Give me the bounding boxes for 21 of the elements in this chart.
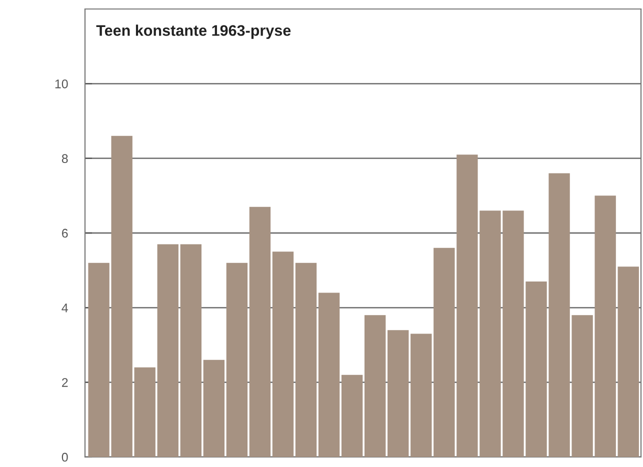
bar bbox=[272, 252, 294, 457]
bar bbox=[341, 374, 363, 457]
y-tick-label: 8 bbox=[62, 154, 68, 163]
bar bbox=[203, 360, 225, 457]
bar bbox=[157, 244, 178, 457]
bar bbox=[295, 262, 317, 457]
bar bbox=[318, 292, 340, 457]
y-tick-label: 6 bbox=[62, 228, 68, 238]
bar bbox=[410, 334, 432, 457]
bar bbox=[388, 330, 409, 457]
bar bbox=[226, 262, 248, 457]
bar bbox=[434, 248, 455, 457]
bar bbox=[134, 367, 156, 457]
y-tick-label: 4 bbox=[62, 304, 68, 312]
y-tick-label: 2 bbox=[62, 378, 68, 387]
bar bbox=[180, 244, 202, 457]
y-tick-label: 0 bbox=[62, 452, 68, 462]
text: Teen konstante 1963-pryse bbox=[96, 24, 291, 39]
bar bbox=[249, 206, 271, 457]
bar bbox=[364, 315, 386, 457]
y-tick-label: 10 bbox=[55, 79, 68, 88]
